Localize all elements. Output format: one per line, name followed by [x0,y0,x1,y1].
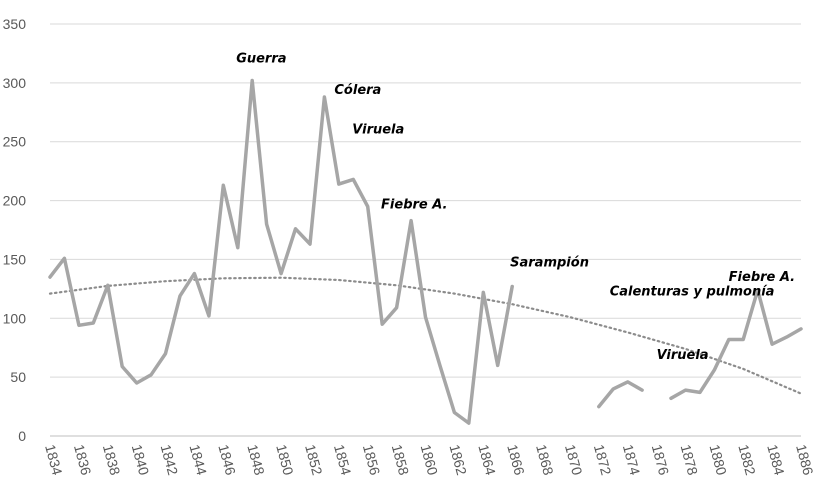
x-tick-label: 1874 [620,443,644,477]
x-tick-label: 1872 [591,443,615,477]
annotation-label: Fiebre A. [381,198,447,213]
x-tick-label: 1850 [273,443,297,477]
x-tick-label: 1882 [735,443,759,477]
x-tick-label: 1852 [302,443,326,477]
x-tick-label: 1878 [678,443,702,477]
annotation-label: Viruela [657,348,709,363]
x-tick-label: 1866 [504,443,528,477]
x-tick-label: 1860 [418,443,442,477]
y-tick-labels: 0 50 100 150 200 250 300 350 [3,16,27,444]
series-lines [48,78,803,425]
y-tick-label: 200 [3,193,27,209]
y-tick-label: 300 [3,75,27,91]
x-tick-label: 1880 [706,443,730,477]
x-tick-label: 1856 [360,443,384,477]
x-tick-label: 1836 [71,443,95,477]
annotation-label: Cólera [334,83,381,98]
y-tick-label: 50 [10,369,26,385]
trend-line [48,276,803,395]
x-tick-label: 1846 [215,443,239,477]
x-tick-label: 1848 [244,443,268,477]
x-tick-label: 1840 [129,443,153,477]
y-tick-label: 250 [3,134,27,150]
x-tick-labels: 1834 1836 1838 1840 1842 1844 1846 1848 1850 1852… [42,443,817,477]
x-tick-label: 1876 [649,443,673,477]
x-tick-label: 1838 [100,443,124,477]
x-tick-label: 1834 [42,443,66,477]
annotation-label: Sarampión [510,256,589,271]
y-tick-label: 350 [3,16,27,32]
annotation-label: Fiebre A. [729,270,795,285]
x-tick-label: 1884 [764,443,788,477]
series-line-segment-3 [669,288,803,401]
trend-dotted-line [48,276,803,395]
x-tick-label: 1864 [475,443,499,477]
x-tick-label: 1842 [158,443,182,477]
x-tick-label: 1868 [533,443,557,477]
x-tick-label: 1870 [562,443,586,477]
x-tick-label: 1844 [187,443,211,477]
x-tick-label: 1862 [446,443,470,477]
annotation-label: Guerra [236,52,286,67]
y-tick-label: 150 [3,251,27,267]
series-line-segment-1 [48,78,514,425]
y-tick-label: 0 [18,428,26,444]
annotations: Guerra Cólera Viruela Fiebre A. Sarampión Cal… [236,52,795,363]
x-tick-label: 1886 [793,443,817,477]
y-tick-label: 100 [3,310,27,326]
series-line-segment-2 [597,380,644,409]
annotation-label: Viruela [352,122,404,137]
x-tick-label: 1854 [331,443,355,477]
annotation-label: Calenturas y pulmonía [610,285,775,300]
x-tick-label: 1858 [389,443,413,477]
